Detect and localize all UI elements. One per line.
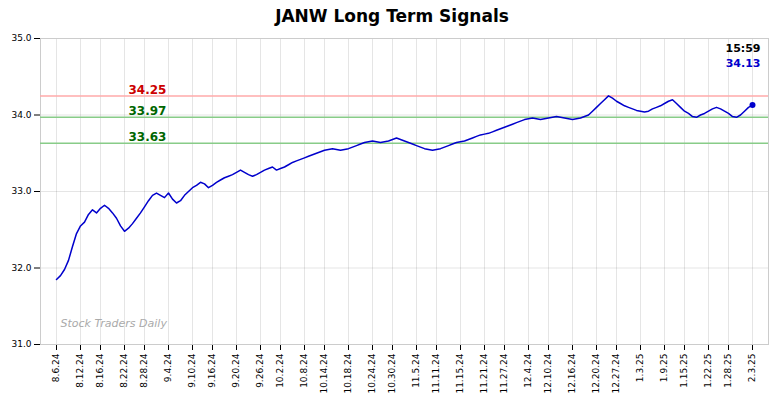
svg-text:10.18.24: 10.18.24 — [343, 353, 353, 393]
svg-text:1.15.25: 1.15.25 — [679, 354, 689, 388]
svg-text:33.63: 33.63 — [129, 130, 167, 144]
svg-text:8.22.24: 8.22.24 — [119, 353, 129, 388]
svg-text:12.10.24: 12.10.24 — [543, 353, 553, 393]
svg-text:9.10.24: 9.10.24 — [187, 353, 197, 388]
svg-text:12.4.24: 12.4.24 — [523, 353, 533, 388]
svg-text:33.0: 33.0 — [11, 186, 31, 196]
svg-text:12.20.24: 12.20.24 — [591, 353, 601, 393]
svg-text:31.0: 31.0 — [11, 339, 31, 349]
svg-text:1.28.25: 1.28.25 — [723, 354, 733, 388]
svg-text:12.16.24: 12.16.24 — [567, 353, 577, 393]
svg-text:15:59: 15:59 — [725, 42, 760, 55]
svg-text:10.14.24: 10.14.24 — [319, 353, 329, 393]
svg-text:2.3.25: 2.3.25 — [747, 354, 757, 383]
svg-text:9.4.24: 9.4.24 — [163, 353, 173, 382]
svg-text:8.16.24: 8.16.24 — [95, 353, 105, 388]
svg-text:1.3.25: 1.3.25 — [635, 354, 645, 383]
svg-text:1.9.25: 1.9.25 — [659, 354, 669, 383]
svg-text:8.12.24: 8.12.24 — [75, 353, 85, 388]
svg-text:8.28.24: 8.28.24 — [139, 353, 149, 388]
svg-text:34.13: 34.13 — [726, 57, 761, 70]
svg-text:Stock Traders Daily: Stock Traders Daily — [61, 317, 168, 330]
svg-text:9.16.24: 9.16.24 — [207, 353, 217, 388]
svg-text:9.26.24: 9.26.24 — [255, 353, 265, 388]
svg-text:1.22.25: 1.22.25 — [703, 354, 713, 388]
svg-text:8.6.24: 8.6.24 — [51, 353, 61, 382]
svg-text:34.0: 34.0 — [11, 110, 31, 120]
svg-text:10.2.24: 10.2.24 — [275, 353, 285, 388]
svg-text:35.0: 35.0 — [11, 33, 31, 43]
svg-text:11.27.24: 11.27.24 — [499, 353, 509, 393]
svg-text:11.15.24: 11.15.24 — [455, 353, 465, 393]
svg-text:10.24.24: 10.24.24 — [367, 353, 377, 393]
html-text:JANW Long Term Signals: JANW Long Term Signals — [275, 6, 509, 26]
svg-text:12.27.24: 12.27.24 — [611, 353, 621, 393]
svg-text:11.21.24: 11.21.24 — [479, 353, 489, 393]
svg-text:10.8.24: 10.8.24 — [299, 353, 309, 388]
svg-text:9.20.24: 9.20.24 — [231, 353, 241, 388]
svg-text:32.0: 32.0 — [11, 263, 31, 273]
svg-text:11.5.24: 11.5.24 — [411, 353, 421, 388]
svg-text:10.30.24: 10.30.24 — [387, 353, 397, 393]
svg-text:11.11.24: 11.11.24 — [431, 353, 441, 393]
svg-text:34.25: 34.25 — [129, 83, 167, 97]
svg-text:33.97: 33.97 — [129, 104, 167, 118]
